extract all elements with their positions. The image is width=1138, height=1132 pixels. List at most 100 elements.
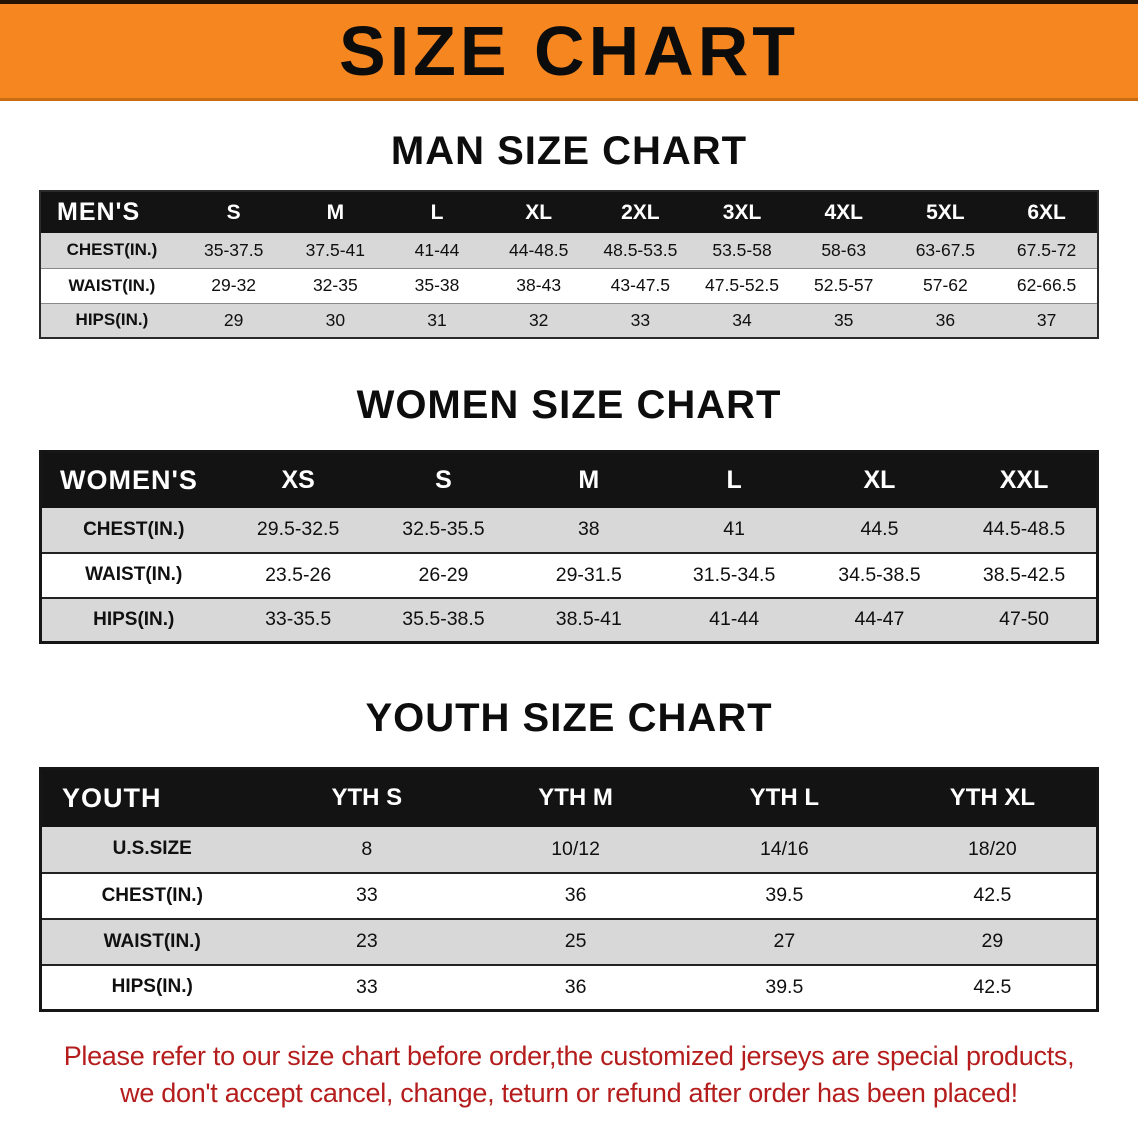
size-value: 35-38: [414, 275, 460, 295]
size-value: 38: [577, 518, 600, 540]
row-label: CHEST(IN.): [83, 518, 185, 540]
size-value: 52.5-57: [814, 275, 874, 295]
womens-section: WOMEN SIZE CHART WOMEN'S XS S M L XL XXL CHEST(…: [0, 383, 1138, 644]
size-value: 44.5-48.5: [982, 518, 1066, 540]
size-column-header: S: [370, 451, 517, 508]
size-value: 33: [355, 975, 378, 998]
size-value: 36: [564, 975, 587, 998]
size-value: 47.5-52.5: [705, 275, 779, 295]
size-value: 63-67.5: [915, 239, 976, 260]
size-value: 29: [223, 309, 244, 330]
table-row: U.S.SIZE 8 10/12 14/16 18/20: [40, 826, 1098, 873]
size-column-header: YTH XL: [888, 768, 1098, 827]
size-value: 10/12: [551, 837, 600, 860]
size-column-header: XL: [806, 451, 953, 508]
womens-section-heading: WOMEN SIZE CHART: [356, 383, 782, 427]
size-value: 44-48.5: [509, 239, 569, 260]
size-value: 32: [528, 309, 549, 330]
youth-size-table: YOUTH YTH S YTH M YTH L YTH XL U.S.SIZE 8 10/12…: [39, 767, 1099, 1012]
size-value: 29-32: [211, 275, 257, 295]
table-corner-label: MEN'S: [40, 191, 183, 233]
table-row: WAIST(IN.) 29-32 32-35 35-38 38-43 43-47.5 47.…: [40, 268, 1098, 303]
mens-section-heading: MAN SIZE CHART: [390, 129, 748, 173]
table-row: WAIST(IN.) 23 25 27 29: [40, 918, 1098, 965]
row-label: WAIST(IN.): [103, 930, 201, 952]
size-value: 25: [564, 930, 587, 952]
mens-section: MAN SIZE CHART MEN'S S M L XL 2XL 3XL 4XL 5XL 6XL…: [0, 129, 1138, 339]
table-header-row: MEN'S S M L XL 2XL 3XL 4XL 5XL 6XL: [40, 191, 1098, 233]
size-value: 35-37.5: [203, 239, 264, 260]
size-value: 37.5-41: [305, 239, 366, 260]
size-value: 41-44: [709, 608, 760, 631]
size-value: 39.5: [765, 884, 804, 906]
table-header-row: YOUTH YTH S YTH M YTH L YTH XL: [40, 768, 1098, 827]
table-row: HIPS(IN.) 33 36 39.5 42.5: [40, 964, 1098, 1011]
size-column-header: 4XL: [792, 191, 895, 233]
youth-section-heading: YOUTH SIZE CHART: [365, 696, 773, 740]
order-policy-note: Please refer to our size chart before or…: [18, 1038, 1120, 1113]
size-value: 41-44: [414, 239, 460, 260]
size-column-header: 2XL: [589, 191, 692, 233]
size-value: 39.5: [765, 975, 804, 998]
row-label: HIPS(IN.): [111, 976, 193, 998]
size-value: 33: [355, 884, 378, 906]
size-value: 36: [935, 309, 956, 330]
size-column-header: 3XL: [691, 191, 793, 233]
size-value: 38.5-41: [555, 608, 622, 631]
size-column-header: YTH L: [679, 768, 889, 827]
size-column-header: XL: [487, 191, 590, 233]
banner: SIZE CHART: [0, 0, 1138, 101]
size-value: 35: [833, 309, 854, 330]
size-value: 43-47.5: [610, 275, 671, 295]
size-column-header: YTH S: [262, 768, 472, 827]
row-label: U.S.SIZE: [112, 838, 192, 859]
size-value: 34: [732, 309, 752, 330]
table-header-row: WOMEN'S XS S M L XL XXL: [40, 451, 1098, 508]
youth-section: YOUTH SIZE CHART YOUTH YTH S YTH M YTH L YTH…: [0, 696, 1138, 1012]
size-value: 29: [981, 930, 1004, 952]
size-value: 41: [723, 518, 745, 540]
mens-size-table: MEN'S S M L XL 2XL 3XL 4XL 5XL 6XL CHEST(IN.) 35-37…: [39, 190, 1099, 339]
table-row: HIPS(IN.) 29 30 31 32 33 34 35 36 37: [40, 303, 1098, 338]
page-title: SIZE CHART: [339, 12, 799, 90]
size-value: 38.5-42.5: [982, 563, 1066, 586]
size-value: 23.5-26: [265, 563, 332, 586]
row-label: HIPS(IN.): [93, 608, 175, 630]
size-value: 35.5-38.5: [402, 608, 485, 631]
size-value: 31: [427, 309, 447, 330]
size-column-header: XS: [225, 451, 371, 508]
size-column-header: S: [182, 191, 285, 233]
size-value: 29.5-32.5: [256, 518, 340, 540]
size-value: 67.5-72: [1016, 239, 1077, 260]
size-value: 42.5: [973, 884, 1012, 906]
size-value: 32.5-35.5: [402, 518, 485, 540]
size-column-header: XXL: [952, 451, 1098, 508]
size-value: 53.5-58: [712, 239, 772, 260]
table-row: CHEST(IN.) 35-37.5 37.5-41 41-44 44-48.5 48.5…: [40, 233, 1098, 268]
row-label: CHEST(IN.): [101, 884, 203, 906]
size-value: 42.5: [973, 975, 1012, 998]
size-value: 44-47: [854, 608, 905, 631]
size-column-header: M: [516, 451, 662, 508]
row-label: WAIST(IN.): [85, 564, 183, 585]
size-column-header: YTH M: [471, 768, 680, 827]
size-value: 23: [355, 930, 378, 952]
size-value: 34.5-38.5: [838, 563, 921, 586]
table-row: CHEST(IN.) 33 36 39.5 42.5: [40, 872, 1098, 919]
womens-size-table: WOMEN'S XS S M L XL XXL CHEST(IN.) 29.5-32.5 32.5…: [39, 450, 1099, 644]
table-corner-label: YOUTH: [40, 768, 263, 827]
size-value: 37: [1036, 309, 1057, 330]
size-column-header: M: [284, 191, 387, 233]
table-corner-label: WOMEN'S: [40, 451, 226, 508]
size-value: 57-62: [922, 275, 968, 295]
size-value: 8: [361, 837, 373, 860]
size-value: 44.5: [860, 518, 899, 540]
size-value: 27: [773, 930, 796, 952]
size-value: 26-29: [418, 563, 469, 586]
order-policy-line-1: Please refer to our size chart before or…: [63, 1041, 1075, 1071]
size-value: 33: [630, 309, 651, 330]
size-value: 18/20: [967, 837, 1017, 860]
order-policy-line-2: we don't accept cancel, change, teturn o…: [120, 1078, 1018, 1109]
size-value: 30: [325, 309, 346, 330]
